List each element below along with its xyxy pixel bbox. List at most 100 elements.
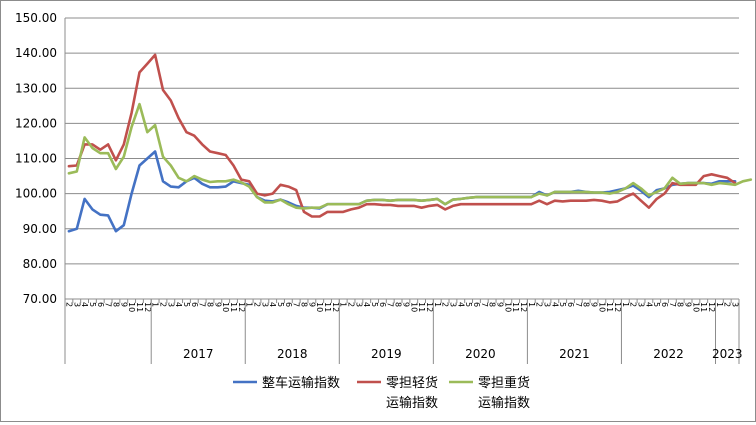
x-tick-label: 9	[213, 302, 222, 307]
x-tick-label: 1	[527, 302, 536, 307]
legend-label: 整车运输指数	[262, 375, 340, 391]
x-tick-label: 12	[425, 302, 434, 312]
x-tick-label: 6	[472, 302, 481, 307]
x-tick-label: 5	[88, 302, 97, 307]
y-tick-label: 130.00	[15, 81, 57, 95]
x-tick-label: 12	[331, 302, 340, 312]
legend-label: 零担轻货	[386, 375, 438, 391]
x-tick-label: 2	[158, 302, 167, 307]
x-tick-label: 9	[119, 302, 128, 307]
x-tick-label: 9	[590, 302, 599, 307]
x-tick-label: 10	[221, 302, 230, 312]
x-tick-label: 3	[354, 302, 363, 307]
year-label: 2017	[183, 347, 214, 361]
y-tick-label: 140.00	[15, 46, 57, 60]
y-tick-label: 150.00	[15, 11, 57, 25]
x-tick-label: 7	[668, 302, 677, 307]
year-label: 2019	[371, 347, 402, 361]
x-tick-label: 2	[441, 302, 450, 307]
x-tick-label: 2	[253, 302, 262, 307]
x-tick-label: 3	[72, 302, 81, 307]
x-tick-label: 8	[394, 302, 403, 307]
legend-label: 运输指数	[478, 395, 530, 411]
x-tick-label: 4	[550, 302, 559, 307]
x-tick-label: 9	[307, 302, 316, 307]
x-tick-label: 12	[143, 302, 152, 312]
x-tick-label: 8	[300, 302, 309, 307]
series-line	[67, 102, 753, 210]
x-tick-label: 1	[339, 302, 348, 307]
x-tick-label: 5	[182, 302, 191, 307]
x-tick-label: 7	[386, 302, 395, 307]
year-label: 2020	[465, 347, 496, 361]
x-tick-label: 5	[370, 302, 379, 307]
x-tick-label: 4	[174, 302, 183, 307]
x-tick-label: 12	[613, 302, 622, 312]
x-tick-label: 2	[347, 302, 356, 307]
x-tick-label: 1	[621, 302, 630, 307]
x-tick-label: 10	[127, 302, 136, 312]
year-label: 2021	[559, 347, 590, 361]
x-tick-label: 6	[190, 302, 199, 307]
x-tick-label: 8	[582, 302, 591, 307]
x-tick-label: 3	[637, 302, 646, 307]
x-tick-label: 3	[260, 302, 269, 307]
x-tick-label: 1	[433, 302, 442, 307]
legend-label: 零担重货	[478, 375, 530, 391]
x-tick-label: 9	[401, 302, 410, 307]
x-tick-label: 12	[519, 302, 528, 312]
y-tick-label: 100.00	[15, 187, 57, 201]
x-tick-label: 5	[558, 302, 567, 307]
x-tick-label: 7	[574, 302, 583, 307]
year-label: 2022	[653, 347, 684, 361]
y-axis: 70.00 80.00 90.00 100.00 110.00 120.00 130.00 1…	[15, 11, 66, 306]
x-tick-label: 2	[723, 302, 732, 307]
x-tick-label: 3	[542, 302, 551, 307]
legend-label: 运输指数	[386, 395, 438, 411]
x-tick-label: 6	[284, 302, 293, 307]
x-tick-label: 11	[605, 302, 614, 312]
x-tick-label: 1	[151, 302, 160, 307]
x-tick-label: 1	[715, 302, 724, 307]
gridlines	[65, 17, 739, 265]
x-tick-label: 11	[511, 302, 520, 312]
x-axis: 2345678910111212345678910111212345678910…	[64, 298, 743, 364]
x-tick-label: 4	[456, 302, 465, 307]
x-tick-label: 7	[104, 302, 113, 307]
x-tick-label: 2	[629, 302, 638, 307]
x-tick-label: 7	[292, 302, 301, 307]
x-tick-label: 6	[660, 302, 669, 307]
x-tick-label: 9	[495, 302, 504, 307]
x-tick-label: 6	[378, 302, 387, 307]
x-tick-label: 8	[488, 302, 497, 307]
x-tick-label: 8	[111, 302, 120, 307]
x-tick-label: 6	[566, 302, 575, 307]
y-tick-label: 90.00	[23, 222, 57, 236]
x-tick-label: 11	[417, 302, 426, 312]
x-tick-label: 11	[699, 302, 708, 312]
x-tick-label: 4	[80, 302, 89, 307]
x-tick-label: 11	[229, 302, 238, 312]
x-tick-label: 10	[315, 302, 324, 312]
x-tick-label: 10	[503, 302, 512, 312]
series-line	[67, 53, 737, 218]
year-label: 2023	[712, 347, 743, 361]
x-tick-label: 11	[135, 302, 144, 312]
year-label: 2018	[277, 347, 308, 361]
x-tick-label: 12	[707, 302, 716, 312]
x-tick-label: 8	[676, 302, 685, 307]
x-tick-label: 3	[731, 302, 740, 307]
x-tick-label: 2	[535, 302, 544, 307]
x-tick-label: 4	[644, 302, 653, 307]
x-tick-label: 1	[245, 302, 254, 307]
x-tick-label: 3	[448, 302, 457, 307]
x-tick-label: 7	[480, 302, 489, 307]
x-tick-label: 2	[64, 302, 73, 307]
x-tick-label: 8	[205, 302, 214, 307]
x-tick-label: 7	[198, 302, 207, 307]
x-tick-label: 4	[268, 302, 277, 307]
x-tick-label: 4	[362, 302, 371, 307]
